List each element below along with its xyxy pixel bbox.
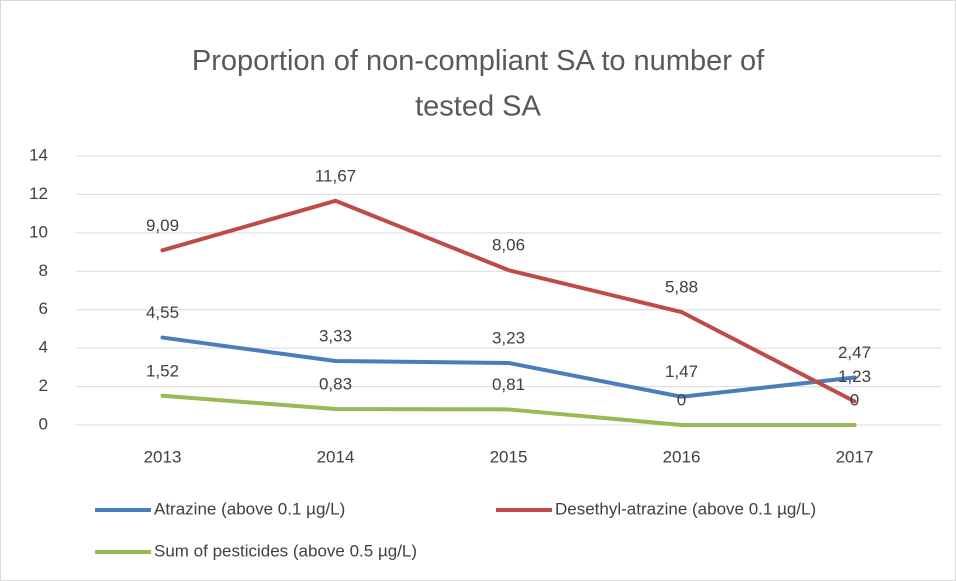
y-tick-label: 14: [29, 145, 48, 164]
data-label: 9,09: [146, 216, 179, 235]
y-tick-label: 12: [29, 184, 48, 203]
x-tick-label: 2013: [144, 447, 182, 466]
y-tick-label: 6: [39, 299, 48, 318]
x-tick-label: 2017: [836, 447, 874, 466]
data-label: 1,52: [146, 361, 179, 380]
data-label: 0: [677, 390, 686, 409]
data-label: 2,47: [838, 343, 871, 362]
data-label: 1,23: [838, 367, 871, 386]
data-label: 1,47: [665, 362, 698, 381]
x-tick-label: 2014: [317, 447, 355, 466]
data-label: 0,83: [319, 375, 352, 394]
y-tick-label: 10: [29, 222, 48, 241]
data-label: 8,06: [492, 236, 525, 255]
y-tick-label: 2: [39, 376, 48, 395]
x-tick-label: 2015: [490, 447, 528, 466]
data-label: 5,88: [665, 278, 698, 297]
series-line: [160, 393, 857, 427]
series-line: [160, 198, 857, 404]
data-label: 3,33: [319, 327, 352, 346]
legend-label: Sum of pesticides (above 0.5 µg/L): [154, 541, 417, 560]
y-tick-label: 0: [39, 414, 48, 433]
data-label: 4,55: [146, 303, 179, 322]
data-label: 3,23: [492, 328, 525, 347]
data-label: 0,81: [492, 375, 525, 394]
chart-title: Proportion of non-compliant SA to number…: [192, 45, 765, 77]
y-tick-label: 8: [39, 261, 48, 280]
data-label: 0: [850, 390, 859, 409]
legend-label: Atrazine (above 0.1 µg/L): [154, 499, 345, 518]
x-tick-label: 2016: [663, 447, 701, 466]
legend-label: Desethyl-atrazine (above 0.1 µg/L): [555, 499, 816, 518]
series-line: [160, 335, 857, 399]
y-tick-label: 4: [39, 338, 48, 357]
chart-title-line2: tested SA: [415, 91, 541, 123]
data-label: 11,67: [315, 166, 356, 185]
